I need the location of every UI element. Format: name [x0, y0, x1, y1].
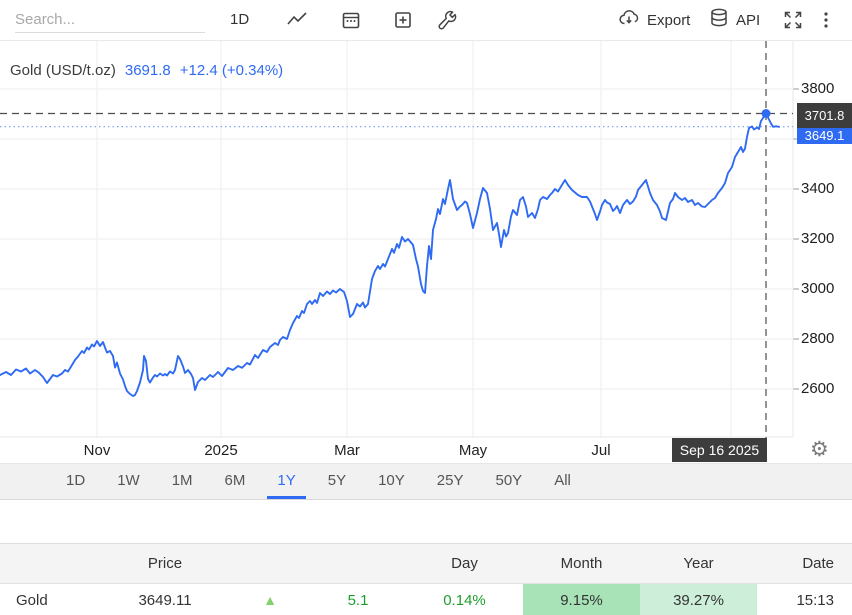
up-arrow-icon: ▲ — [263, 592, 277, 608]
header-date: Date — [802, 555, 834, 572]
price-line-chart[interactable] — [0, 41, 852, 462]
instrument-change: +12.4 (+0.34%) — [179, 62, 284, 79]
cell-instrument-name[interactable]: Gold — [16, 591, 48, 609]
api-label: API — [736, 11, 761, 29]
header-year: Year — [683, 555, 714, 572]
chart-legend: Gold (USD/t.oz) 3691.8 +12.4 (+0.34%) — [10, 62, 283, 79]
plus-square-icon — [392, 9, 414, 31]
x-axis-label: Mar — [334, 442, 360, 459]
export-label: Export — [647, 11, 691, 29]
table-header-row: Price Day Month Year Date — [0, 544, 852, 584]
chart-settings-gear-icon[interactable]: ⚙ — [810, 438, 829, 461]
timeframe-button-5y[interactable]: 5Y — [327, 471, 347, 489]
timeframe-button-1y[interactable]: 1Y — [267, 464, 306, 499]
x-axis-label: May — [458, 442, 488, 459]
kebab-menu-icon — [818, 9, 834, 31]
instrument-name: Gold (USD/t.oz) — [10, 62, 116, 79]
search-input[interactable] — [15, 7, 205, 33]
toolbar: 1D Export — [0, 0, 852, 41]
table-row[interactable]: Gold 3649.11 ▲ 5.1 0.14% 9.15% 39.27% 15… — [0, 584, 852, 615]
timeframe-button-10y[interactable]: 10Y — [378, 471, 405, 489]
chart-area[interactable]: Gold (USD/t.oz) 3691.8 +12.4 (+0.34%) 38… — [0, 41, 852, 462]
more-menu-button[interactable] — [818, 9, 834, 31]
line-chart-icon — [286, 9, 308, 31]
cell-month-percent: 9.15% — [523, 584, 640, 615]
api-button[interactable]: API — [708, 0, 760, 40]
timeframe-button-25y[interactable]: 25Y — [436, 471, 464, 489]
timeframe-button-all[interactable]: All — [554, 471, 571, 489]
database-icon — [708, 7, 730, 33]
x-axis-label: Nov — [83, 442, 111, 459]
x-axis-label: Jul — [591, 442, 611, 459]
timeframe-bar: 1D 1W 1M 6M 1Y 5Y 10Y 25Y 50Y All — [0, 463, 852, 500]
chart-tools-button[interactable] — [437, 9, 459, 31]
fullscreen-expand-icon — [782, 9, 804, 31]
header-name — [0, 544, 100, 583]
timeframe-button-1w[interactable]: 1W — [117, 471, 140, 489]
calendar-icon — [340, 9, 362, 31]
timeframe-button-1m[interactable]: 1M — [171, 471, 193, 489]
header-price: Price — [147, 555, 183, 572]
y-axis-label: 2800 — [801, 330, 835, 347]
instrument-price: 3691.8 — [124, 62, 171, 79]
timeframe-button-1d[interactable]: 1D — [66, 471, 86, 489]
wrench-icon — [437, 9, 459, 31]
crosshair-price-label: 3701.8 — [797, 103, 852, 128]
header-day: Day — [451, 555, 478, 572]
y-axis-label: 3200 — [801, 230, 835, 247]
y-axis-label: 3000 — [801, 280, 835, 297]
price-table: Price Day Month Year Date Gold 3649.11 ▲… — [0, 543, 852, 615]
header-change — [310, 544, 406, 583]
timeframe-button-50y[interactable]: 50Y — [495, 471, 523, 489]
timeframe-button-6m[interactable]: 6M — [224, 471, 246, 489]
x-axis-label: 2025 — [204, 442, 238, 459]
y-axis-label: 3800 — [801, 80, 835, 97]
cloud-download-icon — [617, 7, 641, 33]
y-axis-label: 3400 — [801, 180, 835, 197]
date-range-button[interactable] — [340, 9, 362, 31]
add-indicator-button[interactable] — [392, 9, 414, 31]
header-arrow — [230, 544, 310, 583]
cell-price: 3649.11 — [138, 591, 192, 609]
crosshair-date-tooltip: Sep 16 2025 — [672, 438, 767, 462]
cell-day-percent: 0.14% — [443, 591, 486, 609]
cell-date: 15:13 — [796, 591, 834, 609]
export-button[interactable]: Export — [617, 0, 690, 40]
y-axis-label: 2600 — [801, 380, 835, 397]
cell-year-percent: 39.27% — [640, 584, 757, 615]
cell-day-change: 5.1 — [347, 591, 369, 609]
header-month: Month — [560, 555, 603, 572]
line-chart-type-button[interactable] — [286, 9, 308, 31]
interval-dropdown[interactable]: 1D — [230, 11, 250, 28]
fullscreen-button[interactable] — [782, 9, 804, 31]
